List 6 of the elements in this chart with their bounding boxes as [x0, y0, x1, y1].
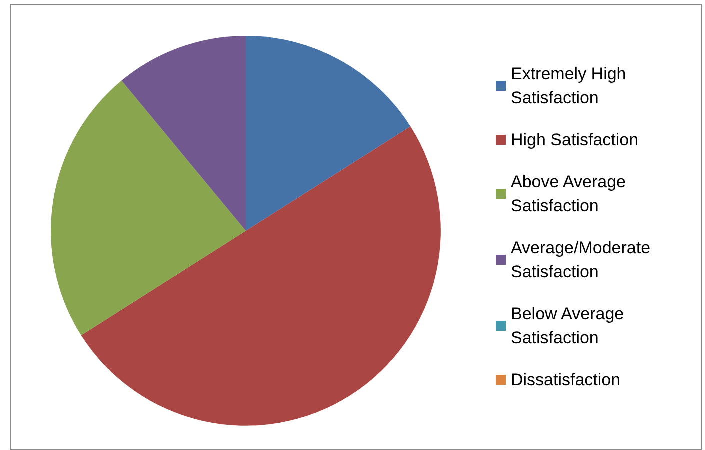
legend-label: High Satisfaction: [511, 130, 639, 150]
legend-label: Below Average Satisfaction: [511, 304, 629, 348]
legend-label: Extremely High Satisfaction: [511, 64, 631, 108]
legend-label: Dissatisfaction: [511, 370, 621, 390]
legend-label: Average/Moderate Satisfaction: [511, 238, 656, 282]
legend-label: Above Average Satisfaction: [511, 172, 631, 216]
